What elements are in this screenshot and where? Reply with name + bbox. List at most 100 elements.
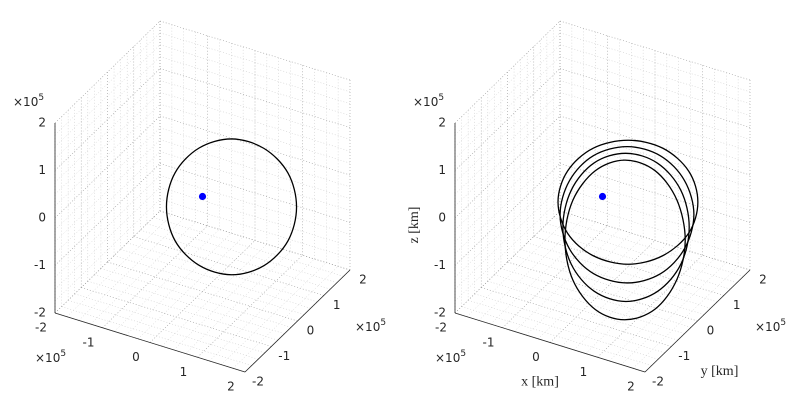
minor-grid-line bbox=[454, 198, 561, 302]
minor-grid-line bbox=[209, 258, 315, 362]
z-multiplier-base: ×10 bbox=[13, 95, 38, 109]
grid-line bbox=[102, 225, 208, 328]
x-tick-label: 2 bbox=[227, 380, 235, 394]
minor-grid-line bbox=[454, 44, 561, 147]
grid-line bbox=[159, 115, 351, 176]
grid-line bbox=[559, 210, 751, 271]
minor-grid-line bbox=[159, 32, 351, 93]
orbit-line bbox=[564, 159, 686, 321]
y-multiplier-base: ×10 bbox=[355, 320, 380, 334]
y-axis-label: y [km] bbox=[701, 364, 739, 379]
minor-grid-line bbox=[466, 214, 573, 317]
minor-grid-line bbox=[161, 244, 268, 347]
minor-grid-line bbox=[559, 92, 751, 152]
minor-grid-line bbox=[66, 214, 173, 317]
minor-grid-line bbox=[632, 266, 739, 369]
orbit-line bbox=[559, 145, 695, 284]
x-tick-label: -2 bbox=[435, 321, 447, 335]
z-tick-label: 1 bbox=[38, 163, 46, 177]
minor-grid-line bbox=[100, 268, 292, 328]
minor-grid-line bbox=[173, 247, 279, 351]
minor-grid-line bbox=[54, 175, 161, 278]
minor-grid-line bbox=[140, 229, 331, 290]
minor-grid-line bbox=[54, 103, 161, 207]
y-multiplier-exponent: 5 bbox=[780, 318, 786, 328]
x-axis-line bbox=[54, 312, 246, 373]
y-axis-line bbox=[644, 269, 751, 373]
minor-grid-line bbox=[490, 221, 596, 325]
minor-grid-line bbox=[559, 127, 751, 188]
grid-line bbox=[559, 68, 751, 128]
minor-grid-line bbox=[159, 127, 351, 188]
minor-grid-line bbox=[559, 103, 751, 164]
minor-grid-line bbox=[573, 247, 679, 351]
y-tick-label: -2 bbox=[652, 375, 664, 389]
minor-grid-line bbox=[520, 249, 711, 309]
y-tick-label: 2 bbox=[359, 273, 367, 287]
minor-grid-line bbox=[559, 139, 751, 199]
grid-line bbox=[597, 255, 703, 358]
minor-grid-line bbox=[585, 251, 691, 354]
y-tick-label: 1 bbox=[733, 298, 741, 312]
grid-line bbox=[559, 163, 751, 223]
grid-line bbox=[133, 236, 324, 296]
minor-grid-line bbox=[159, 103, 351, 164]
z-multiplier-exponent: 5 bbox=[438, 93, 444, 103]
minor-grid-line bbox=[454, 139, 561, 242]
minor-grid-line bbox=[54, 56, 161, 159]
minor-grid-line bbox=[454, 92, 561, 195]
z-tick-label: -2 bbox=[34, 306, 46, 320]
minor-grid-line bbox=[232, 266, 339, 369]
x-tick-label: -2 bbox=[35, 321, 47, 335]
grid-line bbox=[54, 115, 161, 219]
z-tick-label: 2 bbox=[438, 116, 446, 130]
y-tick-label: -1 bbox=[678, 349, 690, 363]
minor-grid-line bbox=[159, 139, 351, 199]
minor-grid-line bbox=[126, 232, 232, 336]
minor-grid-line bbox=[559, 198, 751, 259]
minor-grid-line bbox=[454, 56, 561, 159]
y-tick-label: -2 bbox=[252, 375, 264, 389]
minor-grid-line bbox=[153, 217, 344, 277]
grid-line bbox=[454, 163, 561, 266]
minor-grid-line bbox=[159, 44, 351, 104]
z-tick-label: 0 bbox=[438, 211, 446, 225]
z-multiplier-exponent: 5 bbox=[38, 93, 44, 103]
x-tick-label: 2 bbox=[627, 380, 635, 394]
minor-grid-line bbox=[54, 139, 161, 242]
grid-line bbox=[507, 261, 698, 322]
minor-grid-line bbox=[559, 32, 751, 93]
x-tick-label: 1 bbox=[180, 365, 188, 379]
minor-grid-line bbox=[159, 92, 351, 152]
grid-line bbox=[107, 261, 298, 322]
x-multiplier: ×105 bbox=[35, 349, 66, 365]
minor-grid-line bbox=[54, 127, 161, 231]
grid-line bbox=[159, 20, 351, 81]
grid-line bbox=[533, 236, 724, 296]
x-tick-label: -1 bbox=[483, 335, 495, 349]
minor-grid-line bbox=[159, 187, 351, 247]
minor-grid-line bbox=[559, 56, 751, 116]
minor-grid-line bbox=[159, 175, 351, 235]
minor-grid-line bbox=[478, 218, 584, 321]
minor-grid-line bbox=[54, 80, 161, 183]
minor-grid-line bbox=[146, 223, 337, 283]
minor-grid-line bbox=[546, 223, 737, 283]
grid-line bbox=[159, 163, 351, 223]
minor-grid-line bbox=[559, 44, 751, 104]
z-tick-label: -1 bbox=[34, 258, 46, 272]
z-axis-label: z [km] bbox=[407, 207, 422, 244]
minor-grid-line bbox=[54, 92, 161, 195]
minor-grid-line bbox=[137, 236, 244, 339]
x-multiplier-base: ×10 bbox=[435, 351, 460, 365]
x-axis-line bbox=[454, 312, 646, 373]
x-tick-label: 0 bbox=[132, 350, 140, 364]
x-multiplier-base: ×10 bbox=[35, 351, 60, 365]
x-axis-label: x [km] bbox=[521, 375, 559, 390]
minor-grid-line bbox=[513, 255, 705, 315]
minor-grid-line bbox=[120, 249, 311, 309]
grid-line bbox=[481, 287, 672, 347]
minor-grid-line bbox=[621, 262, 727, 365]
